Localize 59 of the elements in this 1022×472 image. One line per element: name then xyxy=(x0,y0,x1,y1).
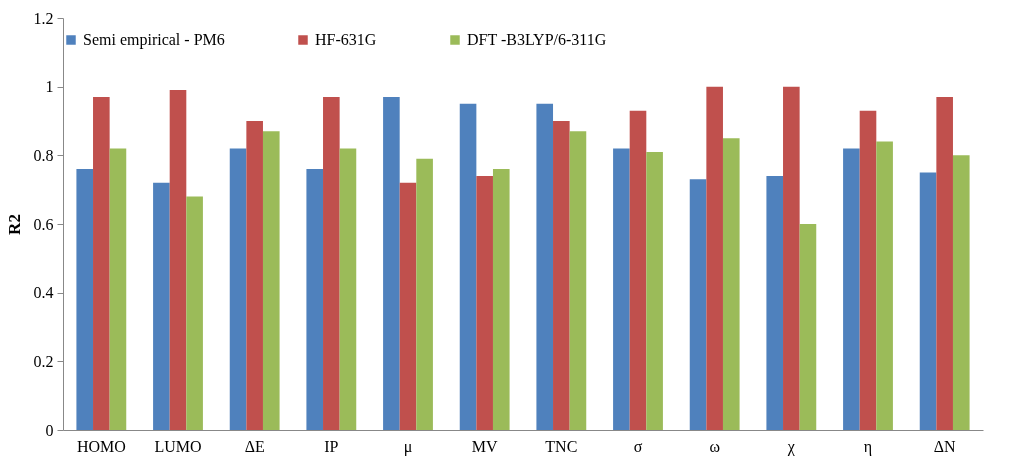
bar xyxy=(416,158,433,430)
bar xyxy=(169,90,187,430)
x-tick-label: HOMO xyxy=(76,437,126,455)
bar xyxy=(613,148,630,430)
bar xyxy=(536,103,554,430)
bar xyxy=(186,196,203,430)
x-tick-label: μ xyxy=(403,437,413,456)
y-tick-label: 0.4 xyxy=(33,284,54,302)
bar xyxy=(766,175,784,430)
y-tick-label: 0.8 xyxy=(33,146,54,164)
bar xyxy=(569,131,587,430)
bar xyxy=(689,179,707,430)
bar xyxy=(476,175,493,430)
x-tick-label: IP xyxy=(324,437,339,455)
bar xyxy=(722,138,740,430)
bar xyxy=(93,96,110,430)
x-tick-label: ω xyxy=(709,437,720,455)
bar xyxy=(629,110,647,430)
bar xyxy=(323,96,340,430)
bar xyxy=(459,103,477,430)
bar xyxy=(646,151,663,430)
bar xyxy=(952,155,970,430)
bar xyxy=(706,86,723,430)
bar xyxy=(936,96,953,430)
bar xyxy=(919,172,937,430)
bar xyxy=(843,148,860,430)
bar xyxy=(262,131,280,430)
bar xyxy=(153,182,170,430)
legend-label: DFT -B3LYP/6-311G xyxy=(467,31,607,48)
bar xyxy=(492,169,510,430)
y-tick-label: 0.2 xyxy=(33,352,54,370)
bar xyxy=(876,141,893,430)
bar xyxy=(229,148,247,430)
y-tick-label: 1 xyxy=(45,78,54,96)
bar xyxy=(799,224,817,430)
bar xyxy=(306,169,324,430)
y-tick-label: 1.2 xyxy=(33,9,54,27)
bar xyxy=(783,86,800,430)
x-tick-label: LUMO xyxy=(154,437,202,455)
x-tick-label: TNC xyxy=(545,437,578,455)
bar xyxy=(859,110,877,430)
bar xyxy=(399,182,417,430)
x-tick-label: η xyxy=(863,437,873,456)
legend-label: Semi empirical - PM6 xyxy=(83,31,225,49)
bar xyxy=(76,169,94,430)
bar xyxy=(246,121,263,430)
bar xyxy=(553,121,570,430)
bar xyxy=(109,148,127,430)
y-axis-title: R2 xyxy=(4,214,24,235)
x-tick-label: ΔN xyxy=(933,437,957,455)
bar xyxy=(339,148,357,430)
x-tick-label: MV xyxy=(471,437,498,455)
x-tick-label: χ xyxy=(786,437,796,456)
x-tick-label: ΔE xyxy=(244,437,265,455)
x-tick-label: σ xyxy=(633,437,643,455)
legend-label: HF-631G xyxy=(315,31,377,48)
y-tick-label: 0 xyxy=(45,421,54,439)
bar xyxy=(383,96,400,430)
y-tick-label: 0.6 xyxy=(33,215,54,233)
